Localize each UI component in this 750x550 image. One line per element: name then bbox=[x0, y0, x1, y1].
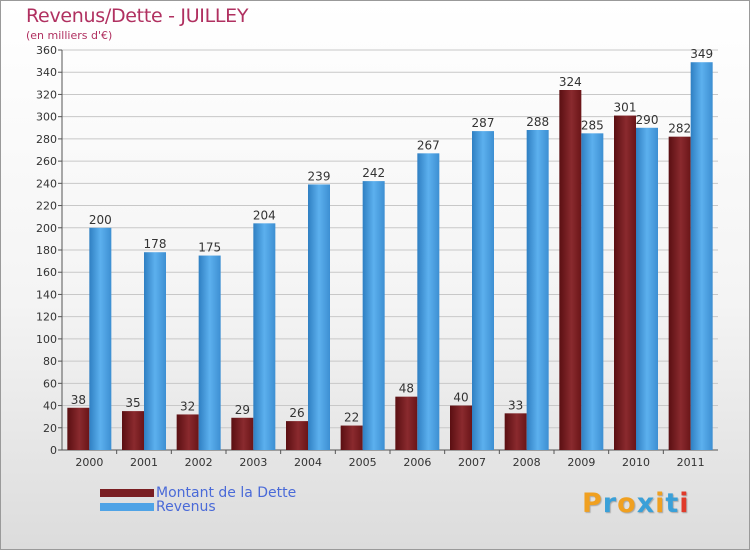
bar-dette bbox=[504, 413, 527, 450]
x-tick-label: 2011 bbox=[677, 456, 705, 469]
bar-dette bbox=[286, 421, 308, 450]
y-tick-label: 260 bbox=[36, 155, 57, 168]
data-label-revenus: 285 bbox=[581, 118, 604, 132]
data-label-revenus: 178 bbox=[144, 237, 167, 251]
bar-dette bbox=[614, 115, 636, 451]
bar-dette bbox=[122, 411, 144, 450]
data-label-dette: 35 bbox=[125, 396, 140, 410]
logo-letter: o bbox=[617, 488, 637, 519]
data-label-revenus: 287 bbox=[472, 116, 495, 130]
x-tick-label: 2006 bbox=[403, 456, 431, 469]
data-label-revenus: 242 bbox=[362, 166, 385, 180]
x-tick-label: 2008 bbox=[513, 456, 541, 469]
data-label-revenus: 175 bbox=[198, 241, 221, 255]
legend-label-dette: Montant de la Dette bbox=[156, 485, 297, 501]
x-tick-label: 2001 bbox=[130, 456, 158, 469]
bar-revenus bbox=[636, 127, 658, 451]
bar-dette bbox=[340, 425, 363, 450]
y-tick-label: 200 bbox=[36, 222, 57, 235]
data-label-revenus: 204 bbox=[253, 208, 276, 222]
y-tick-label: 140 bbox=[36, 288, 57, 301]
legend-swatch-revenus bbox=[100, 503, 154, 511]
bar-revenus bbox=[362, 181, 385, 450]
bar-revenus bbox=[690, 62, 713, 450]
data-label-dette: 29 bbox=[235, 403, 250, 417]
bar-dette bbox=[67, 407, 90, 450]
logo-letter: i bbox=[679, 488, 690, 519]
x-tick-label: 2003 bbox=[239, 456, 267, 469]
legend-item-revenus: Revenus bbox=[100, 500, 296, 514]
y-tick-label: 360 bbox=[36, 44, 57, 57]
data-label-revenus: 239 bbox=[308, 169, 331, 183]
bar-revenus bbox=[472, 131, 494, 450]
chart-legend: Montant de la Dette Revenus bbox=[100, 486, 296, 514]
y-tick-label: 80 bbox=[43, 355, 57, 368]
y-tick-label: 340 bbox=[36, 66, 57, 79]
proxiti-logo: Proxiti bbox=[582, 488, 690, 519]
bar-dette bbox=[559, 90, 582, 450]
x-tick-label: 2005 bbox=[349, 456, 377, 469]
y-tick-label: 180 bbox=[36, 244, 57, 257]
data-label-revenus: 288 bbox=[526, 115, 549, 129]
data-label-revenus: 200 bbox=[89, 213, 112, 227]
data-label-dette: 32 bbox=[180, 399, 195, 413]
bar-revenus bbox=[144, 252, 166, 450]
y-tick-label: 120 bbox=[36, 311, 57, 324]
bar-revenus bbox=[308, 184, 330, 450]
data-label-revenus: 267 bbox=[417, 138, 440, 152]
bar-dette bbox=[668, 136, 691, 450]
bar-revenus bbox=[581, 133, 604, 451]
bar-dette bbox=[450, 405, 472, 450]
data-label-dette: 22 bbox=[344, 411, 359, 425]
y-tick-label: 40 bbox=[43, 400, 57, 413]
y-tick-label: 220 bbox=[36, 200, 57, 213]
logo-letter: P bbox=[582, 488, 603, 519]
data-label-dette: 301 bbox=[614, 101, 637, 115]
logo-letter: i bbox=[655, 488, 666, 519]
y-tick-label: 280 bbox=[36, 133, 57, 146]
x-tick-label: 2004 bbox=[294, 456, 322, 469]
y-tick-label: 240 bbox=[36, 177, 57, 190]
data-label-revenus: 290 bbox=[636, 113, 659, 127]
y-tick-label: 0 bbox=[50, 444, 57, 457]
data-label-revenus: 349 bbox=[690, 47, 713, 61]
y-tick-label: 60 bbox=[43, 377, 57, 390]
data-label-dette: 33 bbox=[508, 398, 523, 412]
y-tick-label: 100 bbox=[36, 333, 57, 346]
legend-label-revenus: Revenus bbox=[156, 499, 216, 515]
x-tick-label: 2007 bbox=[458, 456, 486, 469]
logo-letter: t bbox=[665, 488, 680, 519]
logo-letter: x bbox=[636, 488, 656, 519]
chart-title: Revenus/Dette - JUILLEY bbox=[26, 5, 249, 27]
bar-revenus bbox=[526, 130, 549, 450]
y-tick-label: 300 bbox=[36, 111, 57, 124]
bar-revenus bbox=[89, 227, 112, 450]
bar-revenus bbox=[198, 255, 221, 450]
y-tick-label: 320 bbox=[36, 88, 57, 101]
x-tick-label: 2010 bbox=[622, 456, 650, 469]
data-label-dette: 324 bbox=[559, 75, 582, 89]
y-tick-label: 20 bbox=[43, 422, 57, 435]
bar-dette bbox=[176, 414, 199, 450]
data-label-dette: 26 bbox=[289, 406, 304, 420]
data-label-dette: 48 bbox=[399, 382, 414, 396]
legend-swatch-dette bbox=[100, 489, 154, 497]
y-tick-label: 160 bbox=[36, 266, 57, 279]
bar-revenus bbox=[417, 153, 440, 451]
bar-dette bbox=[231, 417, 254, 450]
chart-subtitle: (en milliers d'€) bbox=[26, 29, 113, 42]
bar-revenus bbox=[253, 223, 276, 450]
data-label-dette: 38 bbox=[71, 393, 86, 407]
bar-dette bbox=[395, 396, 418, 450]
x-tick-label: 2000 bbox=[75, 456, 103, 469]
data-label-dette: 40 bbox=[453, 391, 468, 405]
data-label-dette: 282 bbox=[668, 122, 691, 136]
legend-item-dette: Montant de la Dette bbox=[100, 486, 296, 500]
x-tick-label: 2002 bbox=[185, 456, 213, 469]
logo-letter: r bbox=[602, 488, 618, 519]
x-tick-label: 2009 bbox=[567, 456, 595, 469]
